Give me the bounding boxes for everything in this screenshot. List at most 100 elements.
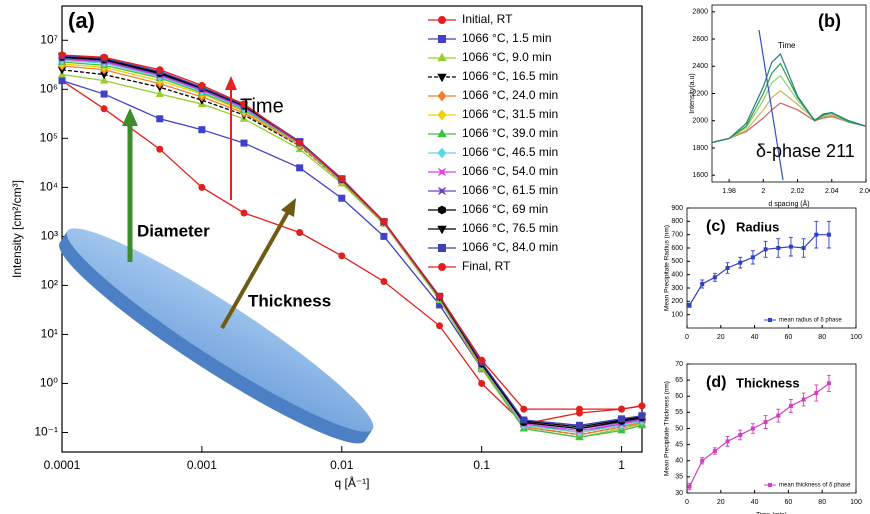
legend-label: mean radius of δ phase	[779, 318, 842, 324]
legend-marker	[438, 16, 446, 24]
x-tick-label: 2.02	[791, 188, 805, 195]
legend-marker	[437, 73, 447, 83]
x-tick-label: 0	[685, 499, 689, 506]
y-tick-label: 70	[675, 361, 683, 368]
series-line	[688, 382, 830, 487]
plot-frame	[686, 363, 857, 494]
annotation: Thickness	[248, 291, 331, 310]
marker	[725, 266, 730, 270]
marker	[738, 260, 743, 265]
marker	[826, 381, 831, 386]
legend-label: Initial, RT	[462, 12, 513, 26]
marker	[100, 53, 108, 61]
thickness-arrow-head	[281, 198, 296, 217]
series-line	[61, 54, 643, 410]
marker	[788, 244, 793, 249]
panel-label: (b)	[818, 11, 841, 31]
marker	[575, 405, 583, 413]
legend-marker	[437, 128, 447, 138]
marker	[156, 145, 164, 153]
series-line	[689, 234, 829, 306]
marker	[296, 139, 304, 147]
series-line	[711, 90, 867, 144]
marker	[801, 246, 806, 250]
marker	[763, 420, 768, 425]
y-tick-label: 1600	[692, 172, 708, 179]
legend-label: 1066 °C, 1.5 min	[462, 31, 552, 45]
x-axis-label: d spacing (Å)	[768, 199, 809, 208]
series-line	[711, 102, 867, 144]
marker	[58, 77, 66, 85]
marker	[380, 278, 388, 286]
marker	[198, 126, 206, 134]
marker	[712, 275, 717, 280]
marker	[156, 66, 164, 74]
marker	[58, 51, 66, 59]
marker	[725, 439, 730, 444]
plot-frame	[711, 4, 867, 183]
y-tick-label: 10⁰	[40, 376, 58, 390]
marker	[198, 81, 206, 89]
series-line	[61, 58, 643, 432]
y-tick-label: 60	[675, 393, 683, 400]
legend-marker	[437, 147, 447, 159]
marker	[763, 247, 768, 252]
y-tick-label: 50	[675, 425, 683, 432]
marker	[687, 303, 692, 308]
legend-marker	[438, 35, 446, 43]
time-arrow-head	[225, 76, 237, 90]
marker	[240, 100, 248, 108]
marker	[520, 416, 528, 424]
marker	[638, 412, 646, 420]
x-tick-label: 80	[818, 334, 826, 341]
x-tick-label: 0.001	[187, 458, 217, 472]
marker	[478, 356, 486, 364]
y-tick-label: 200	[671, 298, 683, 305]
legend-label: 1066 °C, 69 min	[462, 202, 548, 216]
panel-label: (a)	[68, 8, 95, 33]
legend-marker	[437, 90, 447, 102]
x-axis-label: q [Å⁻¹]	[334, 475, 369, 490]
y-tick-label: 700	[671, 232, 683, 239]
marker	[100, 90, 108, 98]
decoration	[59, 29, 784, 444]
legend-label: 1066 °C, 24.0 min	[462, 88, 558, 102]
y-tick-label: 10⁵	[40, 130, 58, 144]
marker	[198, 183, 206, 191]
y-tick-label: 55	[675, 409, 683, 416]
x-tick-label: 1.98	[722, 188, 736, 195]
marker	[436, 292, 444, 300]
marker	[750, 426, 755, 431]
plot-frame	[686, 207, 857, 329]
y-tick-label: 10⁻¹	[34, 425, 58, 439]
marker	[801, 397, 806, 402]
marker	[520, 405, 528, 413]
y-tick-label: 35	[675, 474, 683, 481]
y-tick-label: 800	[671, 218, 683, 225]
y-tick-label: 600	[671, 245, 683, 252]
y-tick-label: 300	[671, 285, 683, 292]
marker	[618, 415, 626, 423]
annotation: Radius	[736, 219, 779, 234]
marker	[738, 432, 743, 437]
marker	[338, 194, 346, 202]
marker	[240, 209, 248, 217]
legend-marker	[768, 318, 772, 322]
y-tick-label: 40	[675, 458, 683, 465]
x-tick-label: 100	[850, 334, 862, 341]
x-tick-label: 0.0001	[44, 458, 81, 472]
marker	[436, 322, 444, 330]
x-tick-label: 2.06	[859, 188, 870, 195]
y-tick-label: 900	[671, 205, 683, 212]
legend-label: Final, RT	[462, 259, 511, 273]
legend-marker	[438, 263, 446, 271]
marker	[618, 405, 626, 413]
y-tick-label: 2600	[692, 36, 708, 43]
x-tick-label: 2	[761, 188, 765, 195]
y-tick-label: 10¹	[41, 327, 58, 341]
x-tick-label: 80	[818, 499, 826, 506]
legend-label: 1066 °C, 9.0 min	[462, 50, 552, 64]
peak-shift-line	[758, 29, 784, 181]
x-tick-label: 60	[785, 499, 793, 506]
